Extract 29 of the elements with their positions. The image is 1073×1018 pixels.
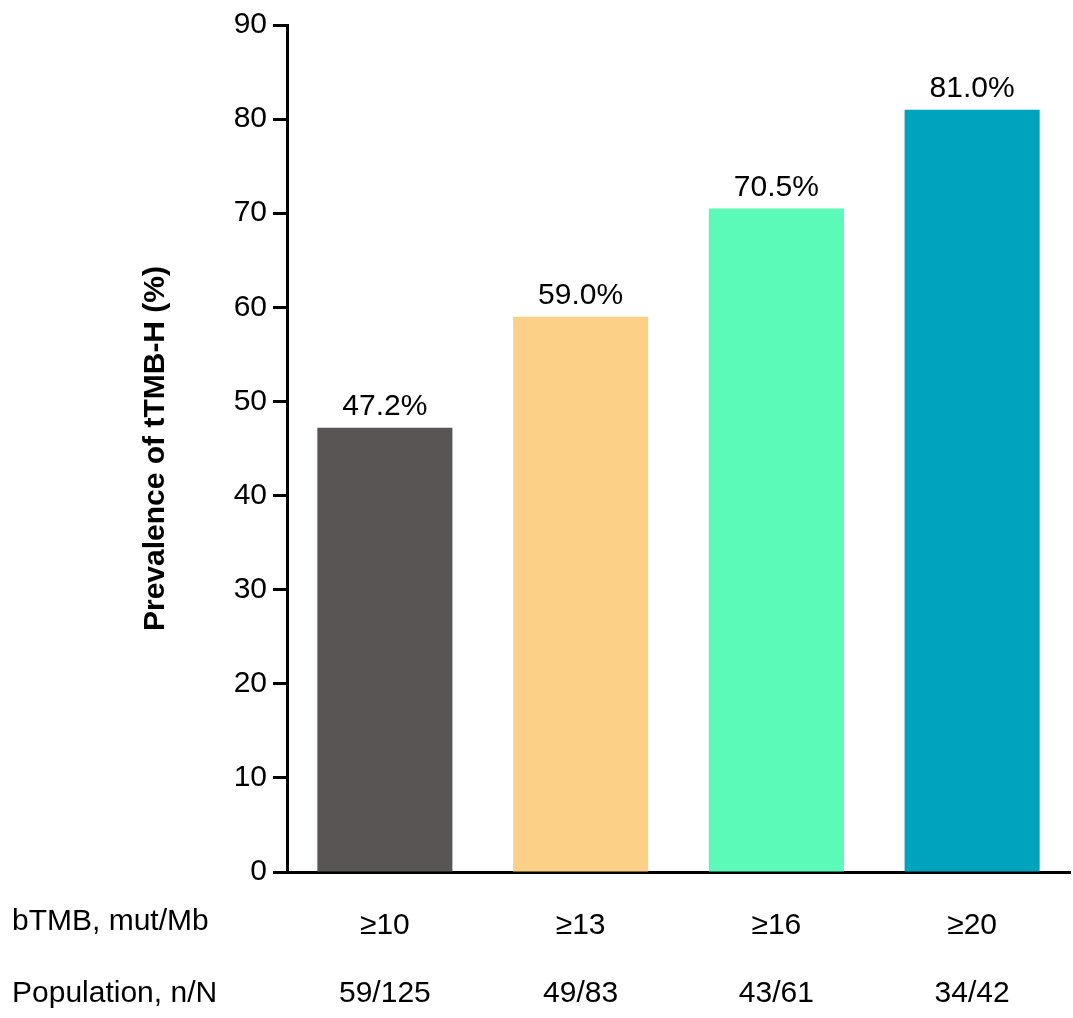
bar — [513, 316, 649, 872]
y-tick-label: 50 — [233, 382, 267, 416]
x-axis-title: bTMB, mut/Mb — [12, 903, 209, 937]
text: 59/125 — [338, 975, 431, 1009]
text: 49/83 — [543, 975, 619, 1009]
x-tick-label: ≥16 — [751, 907, 802, 941]
y-tick-label: 10 — [233, 759, 267, 793]
text: 34/42 — [934, 975, 1010, 1009]
y-tick-label: 70 — [233, 194, 267, 228]
y-tick-label: 40 — [233, 476, 267, 510]
bar — [708, 208, 844, 872]
data-label: 81.0% — [929, 69, 1015, 103]
text: 43/61 — [738, 975, 814, 1009]
text: Population, n/N — [12, 975, 218, 1009]
y-tick-label: 20 — [233, 665, 267, 699]
bar — [317, 427, 453, 872]
y-tick-label: 30 — [233, 570, 267, 604]
x-tick-label: ≥13 — [555, 907, 606, 941]
y-tick-label: 80 — [233, 100, 267, 134]
x-tick-label: ≥10 — [359, 907, 410, 941]
data-label: 70.5% — [733, 168, 819, 202]
y-axis-title: Prevalence of tTMB-H (%) — [137, 265, 171, 632]
data-label: 47.2% — [342, 388, 428, 422]
x-tick-label: ≥20 — [947, 907, 998, 941]
data-label: 59.0% — [538, 277, 624, 311]
y-tick-label: 90 — [233, 6, 267, 40]
y-tick-label: 60 — [233, 288, 267, 322]
bar — [904, 109, 1040, 872]
y-tick-label: 0 — [250, 853, 267, 887]
